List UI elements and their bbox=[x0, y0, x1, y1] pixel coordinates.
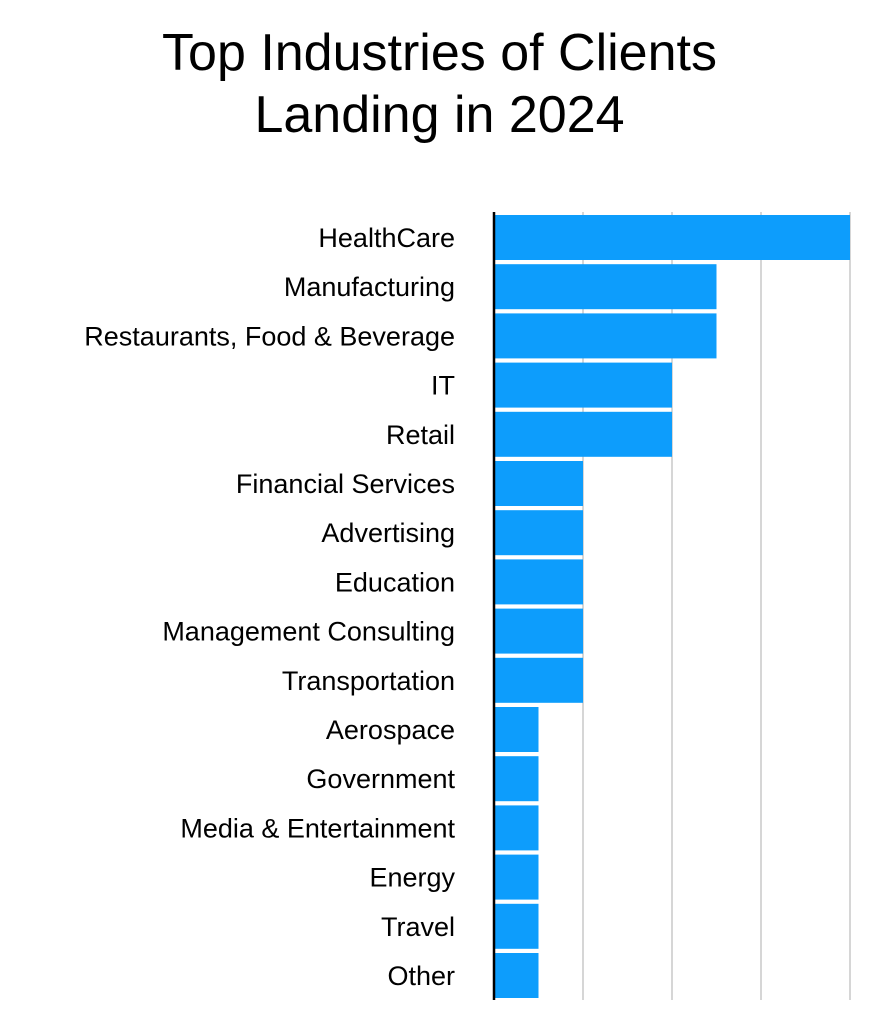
category-label: Manufacturing bbox=[284, 272, 455, 302]
category-label: HealthCare bbox=[318, 223, 455, 253]
bar bbox=[494, 362, 672, 408]
category-label: IT bbox=[431, 371, 455, 401]
bar bbox=[494, 461, 583, 506]
category-label: Media & Entertainment bbox=[180, 813, 455, 843]
bar bbox=[494, 903, 539, 949]
category-label: Restaurants, Food & Beverage bbox=[84, 321, 455, 351]
bar bbox=[494, 313, 717, 359]
category-label: Aerospace bbox=[326, 715, 455, 745]
bar bbox=[494, 756, 539, 802]
bar bbox=[494, 264, 717, 310]
bar bbox=[494, 559, 583, 605]
bar bbox=[494, 411, 672, 457]
category-label: Government bbox=[306, 764, 455, 794]
bar bbox=[494, 608, 583, 654]
bar bbox=[494, 657, 583, 703]
chart-title-line-2: Landing in 2024 bbox=[254, 86, 625, 144]
category-label: Energy bbox=[369, 863, 455, 893]
category-label: Advertising bbox=[321, 518, 455, 548]
bar bbox=[494, 215, 850, 260]
bar bbox=[494, 953, 539, 998]
chart-title-line-1: Top Industries of Clients bbox=[162, 24, 717, 82]
bar bbox=[494, 854, 539, 900]
category-label: Travel bbox=[381, 912, 455, 942]
bar bbox=[494, 805, 539, 851]
bar bbox=[494, 707, 539, 752]
chart-title: Top Industries of Clients Landing in 202… bbox=[0, 22, 879, 146]
category-label: Other bbox=[387, 961, 455, 991]
category-label: Management Consulting bbox=[162, 617, 455, 647]
category-label: Retail bbox=[386, 420, 455, 450]
bar bbox=[494, 510, 583, 556]
category-label: Transportation bbox=[282, 666, 455, 696]
category-label: Education bbox=[335, 567, 455, 597]
category-label: Financial Services bbox=[236, 469, 455, 499]
